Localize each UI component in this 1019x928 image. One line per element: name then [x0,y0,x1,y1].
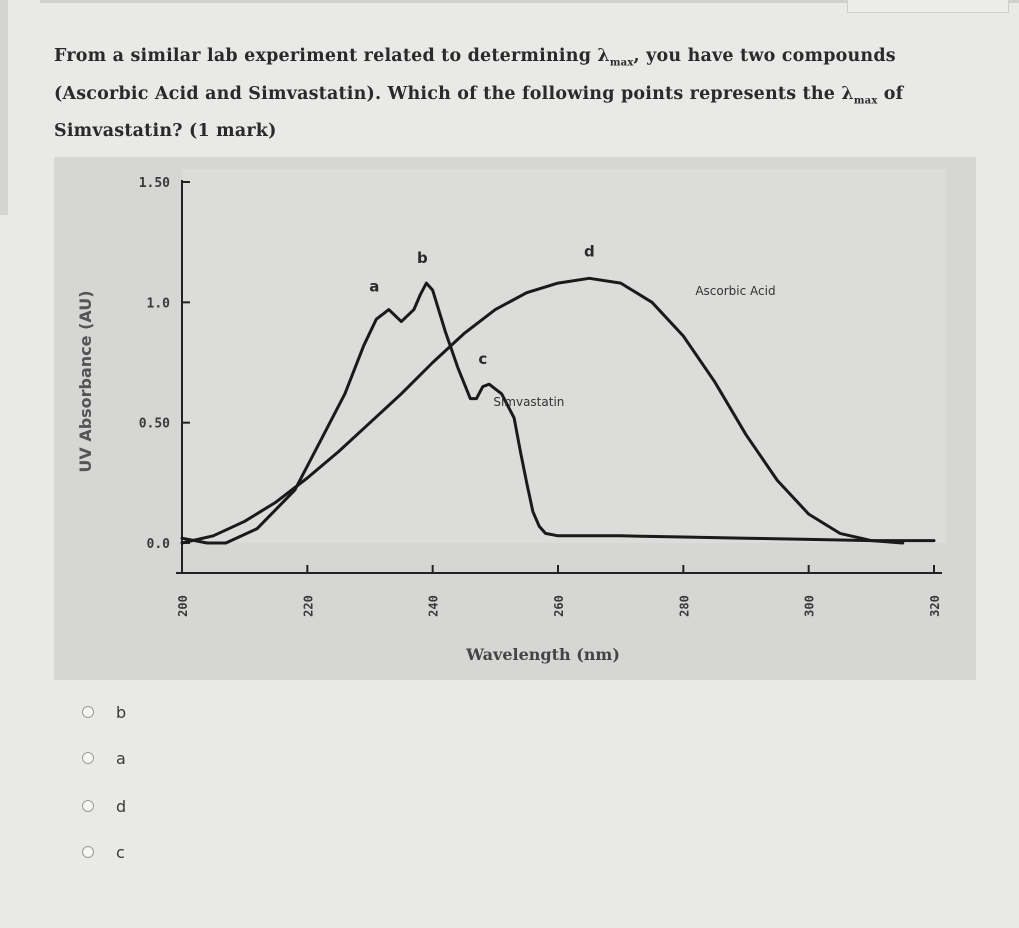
x-axis-label: Wavelength (nm) [465,645,620,664]
uv-spectrum-chart: 0.0 0.50 1.0 1.50 200 220 240 260 280 300 320 Wavel… [76,169,946,664]
point-label-d: d [584,242,595,260]
option-b[interactable]: b [82,700,126,724]
simvastatin-label: Simvastatin [493,395,564,409]
lambda-glyph: λ [841,83,854,104]
option-label: b [116,702,127,722]
option-c[interactable]: c [82,840,125,864]
option-label: c [116,842,125,862]
question-part-1: From a similar lab experiment related to… [54,46,598,66]
point-label-b: b [417,249,428,267]
x-tick-label: 280 [677,595,691,617]
max-subscript: max [853,95,878,106]
option-label: d [116,796,127,816]
left-edge-strip [0,0,8,215]
question-text: From a similar lab experiment related to… [54,41,954,146]
y-tick-label: 1.50 [139,176,170,191]
option-d[interactable]: d [82,794,126,818]
y-tick-label: 0.0 [147,537,171,552]
y-tick-label: 0.50 [139,417,170,432]
x-tick-label: 260 [552,595,566,617]
y-axis-label: UV Absorbance (AU) [76,290,95,472]
x-tick-label: 300 [803,595,817,617]
lambda-glyph: λ [597,46,610,66]
point-label-a: a [369,278,379,296]
x-tick-label: 220 [301,595,315,617]
plot-area [182,169,946,543]
ascorbic-acid-label: Ascorbic Acid [695,284,775,298]
radio-button[interactable] [82,846,94,858]
x-tick-label: 320 [928,595,942,617]
option-a[interactable]: a [82,746,126,770]
x-tick-label: 240 [427,595,441,617]
series-line-ascorbic-acid [180,276,905,545]
series-line-simvastatin [180,281,936,545]
top-right-panel [847,0,1009,13]
radio-button[interactable] [82,706,94,718]
option-label: a [116,748,126,768]
radio-button[interactable] [82,800,94,812]
question-part-2: , you have two compounds (Ascorbic Acid … [54,46,896,104]
lambda-max-symbol: λmax [597,46,634,69]
y-tick-label: 1.0 [147,296,171,311]
max-subscript: max [609,57,634,69]
point-label-c: c [478,350,487,368]
top-divider [40,0,1019,3]
radio-button[interactable] [82,752,94,764]
lambda-max-symbol-2: λmax [841,83,878,107]
x-tick-label: 200 [176,595,190,617]
uv-spectrum-figure: 0.0 0.50 1.0 1.50 200 220 240 260 280 300 320 Wavel… [54,157,976,680]
question-part-3: of Simvastatin? (1 mark) [54,83,904,142]
